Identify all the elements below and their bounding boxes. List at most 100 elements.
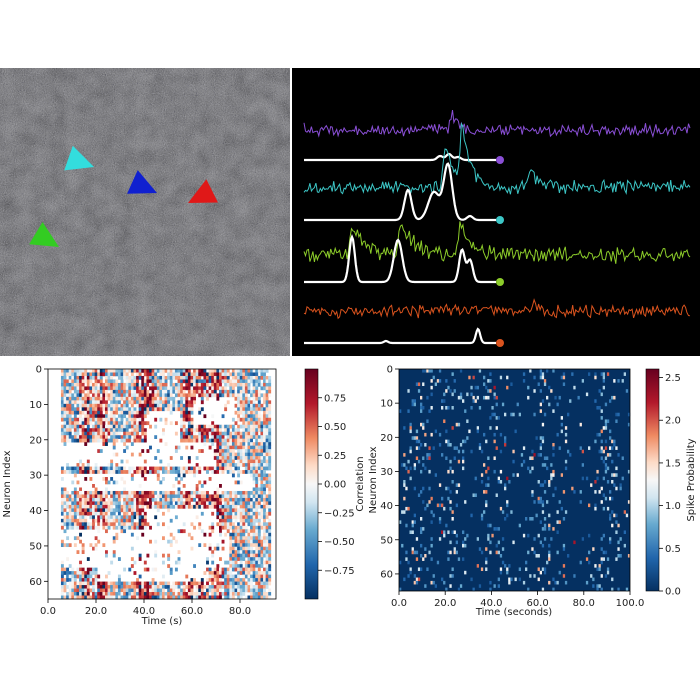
corr-cell bbox=[263, 428, 266, 433]
corr-cell bbox=[172, 466, 176, 471]
corr-cell bbox=[128, 581, 132, 586]
spike-cell bbox=[413, 520, 416, 524]
corr-cell bbox=[174, 375, 178, 380]
corr-cell bbox=[242, 389, 246, 394]
spike-cell bbox=[403, 480, 406, 484]
corr-cell bbox=[226, 501, 230, 506]
corr-cell bbox=[143, 414, 147, 419]
corr-cell bbox=[260, 490, 264, 495]
corr-cell bbox=[260, 574, 264, 579]
corr-cell bbox=[105, 393, 108, 398]
corr-cell bbox=[177, 588, 181, 593]
corr-cell bbox=[146, 389, 150, 394]
corr-cell bbox=[164, 389, 168, 394]
spike-cell bbox=[459, 584, 463, 588]
corr-cell bbox=[257, 578, 261, 582]
corr-cell bbox=[73, 438, 77, 443]
corr-cell bbox=[128, 386, 132, 391]
corr-cell bbox=[89, 389, 93, 394]
corr-cell bbox=[219, 515, 222, 520]
corr-cell bbox=[260, 438, 264, 443]
corr-cell bbox=[177, 487, 181, 492]
spike-cell bbox=[476, 385, 479, 390]
corr-cell bbox=[89, 501, 93, 506]
corr-cell bbox=[198, 407, 202, 412]
corr-cell bbox=[177, 389, 181, 394]
corr-cell bbox=[84, 574, 88, 579]
corr-cell bbox=[198, 592, 202, 596]
spike-cell bbox=[606, 567, 610, 572]
corr-cell bbox=[247, 532, 251, 537]
corr-cell bbox=[84, 578, 88, 582]
corr-cell bbox=[68, 543, 72, 548]
corr-cell bbox=[260, 375, 264, 380]
corr-cell bbox=[117, 375, 121, 380]
corr-cell bbox=[244, 504, 248, 509]
corr-cell bbox=[226, 382, 230, 387]
corr-cell bbox=[211, 424, 215, 429]
corr-cell bbox=[79, 501, 82, 506]
corr-cell bbox=[97, 490, 101, 495]
spike-cell bbox=[609, 436, 612, 440]
corr-cell bbox=[123, 442, 127, 446]
corr-cell bbox=[221, 449, 225, 453]
spike-cell bbox=[453, 547, 456, 551]
corr-cell bbox=[164, 592, 168, 596]
corr-cell bbox=[257, 410, 261, 415]
corr-cell bbox=[242, 459, 246, 464]
spike-cell bbox=[541, 439, 545, 444]
spike-cell bbox=[604, 463, 608, 467]
spike-cell bbox=[445, 486, 448, 491]
corr-cell bbox=[89, 497, 93, 502]
corr-cell bbox=[255, 407, 259, 412]
corr-cell bbox=[268, 417, 272, 422]
spike-cell bbox=[617, 587, 620, 592]
corr-cell bbox=[255, 571, 259, 575]
spike-cell bbox=[430, 392, 433, 397]
corr-cell bbox=[84, 438, 88, 443]
corr-cell bbox=[123, 529, 127, 534]
corr-cell bbox=[211, 592, 215, 596]
corr-cell bbox=[79, 386, 82, 391]
spike-cell bbox=[449, 466, 452, 471]
corr-cell bbox=[133, 511, 137, 516]
corr-cell bbox=[182, 592, 186, 596]
corr-cell bbox=[123, 369, 127, 373]
spike-cell bbox=[466, 533, 469, 538]
corr-cell bbox=[237, 389, 241, 394]
spike-cell bbox=[478, 406, 482, 410]
spike-cell bbox=[432, 513, 435, 518]
corr-cell bbox=[154, 581, 158, 586]
corr-cell bbox=[195, 463, 199, 467]
corr-cell bbox=[250, 497, 253, 502]
corr-cell bbox=[257, 456, 261, 460]
corr-cell bbox=[94, 536, 98, 541]
corr-cell bbox=[136, 581, 139, 586]
corr-cell bbox=[174, 567, 178, 572]
corr-cell bbox=[172, 407, 176, 412]
corr-cell bbox=[105, 550, 108, 554]
corr-cell bbox=[234, 375, 238, 380]
corr-cell bbox=[185, 438, 189, 443]
corr-cell bbox=[76, 522, 80, 527]
corr-cell bbox=[102, 393, 106, 398]
corr-cell bbox=[112, 421, 116, 426]
corr-cell bbox=[115, 410, 119, 415]
spike-cell bbox=[510, 510, 513, 514]
spike-cell bbox=[615, 520, 618, 524]
corr-cell bbox=[76, 581, 80, 586]
spike-cell bbox=[548, 580, 551, 585]
corr-cell bbox=[86, 438, 90, 443]
spike-cell bbox=[493, 395, 496, 400]
corr-cell bbox=[105, 389, 108, 394]
spike-cell bbox=[619, 537, 622, 541]
corr-cell bbox=[263, 585, 266, 589]
corr-cell bbox=[242, 442, 246, 446]
corr-cell bbox=[234, 372, 238, 377]
corr-cell bbox=[198, 588, 202, 593]
corr-cell bbox=[68, 407, 72, 412]
corr-cell bbox=[252, 480, 256, 485]
spike-cell bbox=[541, 510, 545, 514]
spike-cell bbox=[598, 564, 601, 568]
corr-cell bbox=[81, 543, 85, 548]
